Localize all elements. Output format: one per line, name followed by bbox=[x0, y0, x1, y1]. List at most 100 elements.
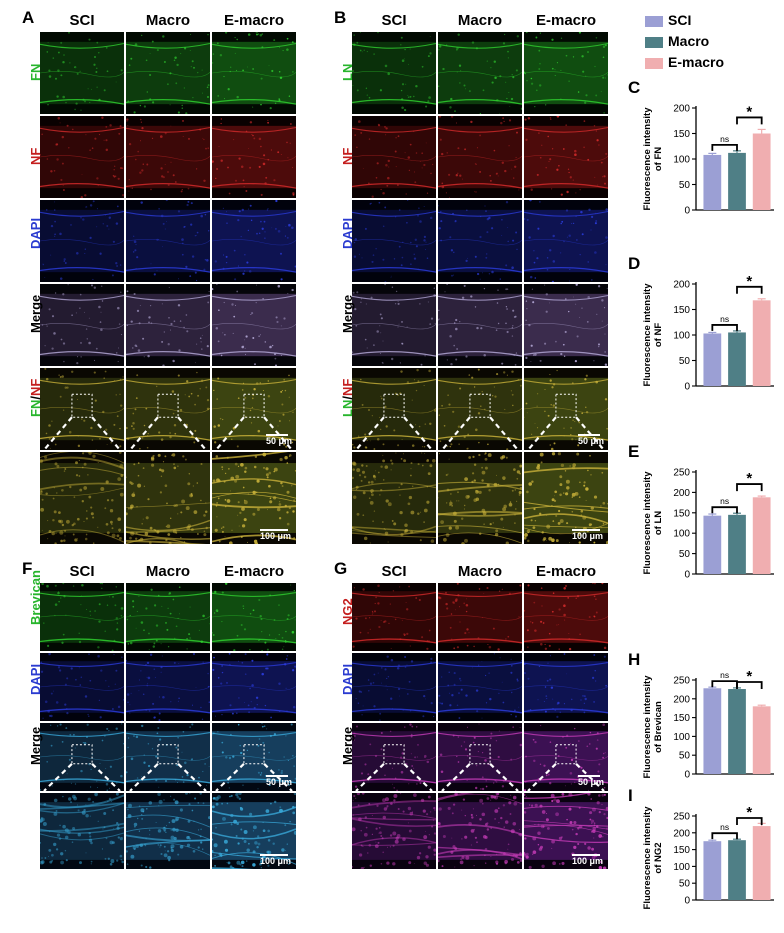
legend-swatch bbox=[645, 16, 663, 27]
sig-bracket bbox=[711, 324, 738, 331]
roi-box bbox=[157, 393, 179, 418]
bar bbox=[728, 152, 746, 210]
micrograph-tile-image bbox=[126, 116, 210, 198]
micrograph-tile-image bbox=[126, 653, 210, 721]
row-label-part: FN bbox=[28, 399, 43, 417]
roi-box bbox=[555, 393, 577, 418]
roi-line bbox=[441, 416, 471, 451]
micrograph-tile-image bbox=[438, 32, 522, 114]
row-label: Merge bbox=[340, 726, 355, 765]
y-tick-label: 200 bbox=[673, 828, 690, 839]
row-label: DAPI bbox=[28, 217, 43, 249]
roi-box bbox=[555, 744, 577, 765]
roi-line bbox=[129, 416, 159, 451]
zoom-tile-image bbox=[212, 452, 296, 544]
scale-bar bbox=[266, 775, 288, 777]
roi-overlay-svg bbox=[43, 393, 293, 451]
y-tick-label: 200 bbox=[673, 104, 690, 115]
scale-bar bbox=[266, 434, 288, 436]
roi-line bbox=[489, 416, 519, 451]
column-header: E-macro bbox=[535, 563, 597, 580]
sig-label: * bbox=[746, 273, 752, 290]
roi-line bbox=[215, 763, 245, 792]
roi-line bbox=[441, 763, 471, 792]
zoom-tile-image bbox=[126, 452, 210, 544]
y-axis-label: Fluorescence intensity bbox=[642, 471, 653, 575]
micrograph-tile-image bbox=[352, 368, 436, 450]
roi-box bbox=[71, 393, 93, 418]
scale-bar bbox=[260, 529, 288, 531]
y-axis-label: of FN bbox=[653, 147, 664, 171]
row-label: Merge bbox=[340, 294, 355, 333]
micrograph-tile bbox=[212, 284, 296, 366]
micrograph-tile-image bbox=[126, 284, 210, 366]
micrograph-tile-image bbox=[438, 200, 522, 282]
row-label: FN/NF bbox=[28, 378, 43, 416]
micrograph-tile-image bbox=[352, 284, 436, 366]
legend-label: Macro bbox=[668, 33, 710, 49]
scale-bar-label: 100 μm bbox=[572, 531, 604, 541]
zoom-tile bbox=[352, 793, 436, 869]
sig-label: * bbox=[746, 470, 752, 487]
row-label: Brevican bbox=[28, 569, 43, 625]
micrograph-tile-image bbox=[212, 583, 296, 651]
micrograph-tile bbox=[524, 723, 608, 791]
micrograph-tile bbox=[212, 200, 296, 282]
micrograph-tile-image bbox=[352, 583, 436, 651]
micrograph-tile bbox=[524, 200, 608, 282]
roi-line bbox=[355, 763, 385, 792]
y-axis-label: of NF bbox=[653, 323, 664, 347]
roi-line bbox=[575, 416, 605, 451]
micrograph-tile-image bbox=[40, 116, 124, 198]
roi-line bbox=[489, 763, 519, 792]
micrograph-tile-image bbox=[524, 583, 608, 651]
micrograph-tile bbox=[126, 653, 210, 721]
column-header: SCI bbox=[69, 563, 95, 580]
sig-label: ns bbox=[720, 314, 729, 324]
zoom-tile-image bbox=[524, 793, 608, 869]
zoom-tile bbox=[126, 793, 210, 869]
micrograph-tile-image bbox=[438, 116, 522, 198]
micrograph-tile-image bbox=[126, 583, 210, 651]
bar bbox=[728, 332, 746, 386]
roi-line bbox=[527, 763, 557, 792]
y-tick-label: 50 bbox=[679, 180, 691, 191]
zoom-tile-image bbox=[40, 452, 124, 544]
sig-bracket bbox=[711, 506, 738, 514]
row-label: DAPI bbox=[28, 663, 43, 695]
micrograph-tile-image bbox=[126, 723, 210, 791]
micrograph-tile bbox=[438, 284, 522, 366]
micrograph-tile bbox=[352, 653, 436, 721]
y-axis-label: of Brevican bbox=[653, 701, 664, 753]
y-tick-label: 150 bbox=[673, 845, 690, 856]
micrograph-tile bbox=[352, 723, 436, 791]
y-axis-label: of LN bbox=[653, 511, 664, 535]
micrograph-tile bbox=[126, 116, 210, 198]
y-tick-label: 0 bbox=[684, 896, 690, 907]
bar bbox=[703, 841, 722, 900]
sig-bracket bbox=[711, 143, 738, 151]
micrograph-tile-image bbox=[352, 723, 436, 791]
y-tick-label: 100 bbox=[673, 862, 690, 873]
column-header: E-macro bbox=[223, 563, 285, 580]
micrograph-tile bbox=[438, 583, 522, 651]
zoom-tile-image bbox=[438, 452, 522, 544]
bar-chart-svg: Fluorescence intensity of NF 0 50 100 150 200 n… bbox=[642, 273, 774, 393]
sig-label: ns bbox=[720, 822, 729, 832]
scale-bar-label: 100 μm bbox=[260, 531, 292, 541]
micrograph-tile-image bbox=[524, 723, 608, 791]
micrograph-tile bbox=[438, 116, 522, 198]
y-tick-label: 150 bbox=[673, 305, 690, 316]
row-label-part: LN bbox=[340, 399, 355, 417]
roi-line bbox=[575, 763, 605, 792]
micrograph-tile bbox=[352, 284, 436, 366]
panel-letter: F bbox=[22, 559, 33, 578]
sig-label: * bbox=[746, 804, 752, 821]
column-header: E-macro bbox=[223, 12, 285, 29]
sig-bracket bbox=[736, 285, 763, 294]
roi-line bbox=[355, 416, 385, 451]
column-header: SCI bbox=[381, 12, 407, 29]
y-tick-label: 100 bbox=[673, 155, 690, 166]
micrograph-tile-image bbox=[126, 200, 210, 282]
micrograph-tile bbox=[524, 116, 608, 198]
